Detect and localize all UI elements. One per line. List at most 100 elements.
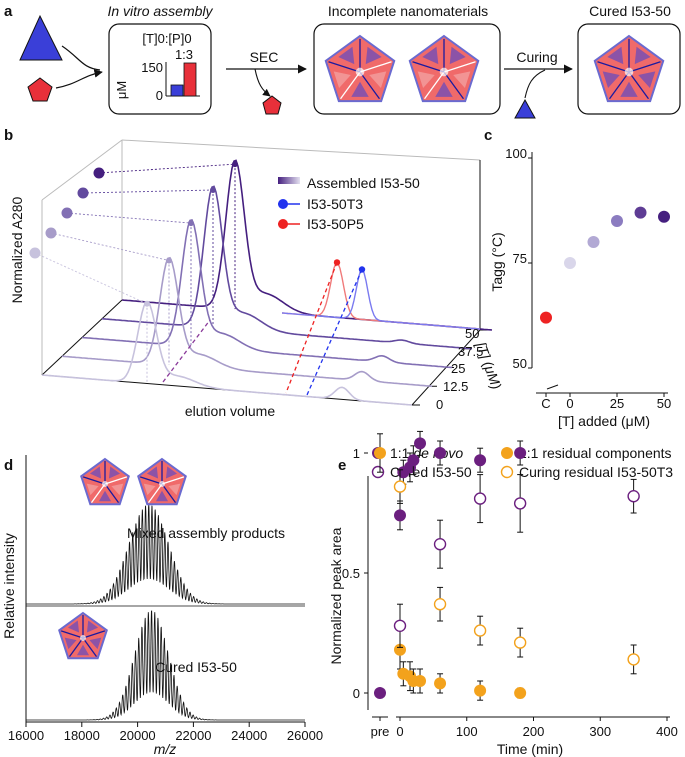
cage-center xyxy=(624,67,634,77)
e-point-3-4 xyxy=(627,653,640,666)
b-top-left xyxy=(41,139,123,201)
e-legend-marker-curing-residual xyxy=(500,465,514,479)
d-xticks: 16000 18000 20000 22000 24000 26000 xyxy=(8,722,323,743)
added-trimer-icon xyxy=(514,98,536,119)
cage-trimer xyxy=(453,71,471,88)
d-xtick-24000: 24000 xyxy=(231,728,267,743)
e-point-2-2 xyxy=(473,492,487,505)
pentamer-icon xyxy=(27,77,53,102)
uM-tick-150: 150 xyxy=(141,60,163,75)
e-point-0-0 xyxy=(374,687,386,699)
c-ytick-50: 50 xyxy=(513,356,527,371)
c-xtick-C: C xyxy=(541,396,550,411)
cage-spoke xyxy=(609,71,630,100)
panel-b-ylabel: Normalized A280 xyxy=(9,196,25,303)
step3-title: Cured I53-50 xyxy=(589,3,671,19)
c-xtick-50: 50 xyxy=(657,396,671,411)
chromatogram-1 xyxy=(61,256,433,388)
cage-trimer xyxy=(89,637,102,650)
e-point-2-4 xyxy=(627,490,640,503)
panel-letter-d: d xyxy=(4,457,13,474)
cage-trimer xyxy=(638,71,656,88)
z-tick-0: 0 xyxy=(436,397,443,412)
panel-c: c 100 75 50 C 0 25 50 [T] added (μM) Tag… xyxy=(484,127,671,429)
bar-trimer xyxy=(170,84,184,97)
d-xtick-26000: 26000 xyxy=(287,728,323,743)
cage-spoke xyxy=(139,476,163,485)
e-point-1-0 xyxy=(374,447,386,459)
cage-center xyxy=(355,67,365,77)
cage-trimer xyxy=(620,81,638,97)
e-point-0-4 xyxy=(407,454,420,467)
cured-box xyxy=(577,23,681,115)
cage-trimer xyxy=(64,637,77,650)
c-point-2 xyxy=(587,236,600,248)
panel-b-3d-frame xyxy=(29,139,493,406)
e-legend-curing-residual: Curing residual I53-50T3 xyxy=(519,464,673,480)
cage-spoke xyxy=(359,71,380,100)
trimer-icon xyxy=(19,14,63,61)
cage-trimer xyxy=(76,644,90,656)
legend-trimer-marker xyxy=(278,199,288,209)
legend-pentamer-marker xyxy=(278,219,288,229)
c-ylabel: Tagg (°C) xyxy=(489,232,505,291)
spectrum-cured xyxy=(26,610,305,721)
cage-spoke xyxy=(412,61,445,73)
c-point-1 xyxy=(564,257,576,269)
c-point-3 xyxy=(611,215,623,227)
cage-center xyxy=(102,481,108,487)
d-xtick-16000: 16000 xyxy=(8,728,44,743)
e-legend-marker-residual xyxy=(501,447,513,459)
e-ticks: 0 0.5 1 pre 0 100 200 300 400 xyxy=(342,446,678,739)
assembled-guide xyxy=(162,319,211,383)
wall-link-4 xyxy=(98,163,236,174)
e-point-0-7 xyxy=(474,454,487,467)
ratio-label: [T]0:[P]0 xyxy=(142,31,191,46)
e-point-2-3 xyxy=(513,497,527,510)
removed-pentamer-icon xyxy=(262,95,282,115)
e-point-0-8 xyxy=(514,447,527,459)
panel-e: e 0 0.5 1 pre 0 100 200 300 400 Time (min) Norma… xyxy=(328,430,678,757)
cage-spoke xyxy=(443,61,476,73)
step1-title: In vitro assembly xyxy=(107,3,213,19)
c-point-5 xyxy=(658,210,670,223)
cage-spoke xyxy=(82,476,106,485)
cage-spoke xyxy=(443,71,464,100)
e-point-1-6 xyxy=(434,677,447,690)
chromatogram-2 xyxy=(81,218,453,369)
e-point-0-5 xyxy=(414,437,427,450)
cage-trimer xyxy=(168,483,181,496)
e-xtick-2: 100 xyxy=(456,724,478,739)
e-points xyxy=(374,430,640,701)
assembly-box xyxy=(108,23,212,115)
cage-center xyxy=(439,67,449,77)
e-point-3-2 xyxy=(473,624,487,637)
cage-spoke xyxy=(104,483,120,503)
cage-center xyxy=(159,481,165,487)
e-ytick-2: 1 xyxy=(353,446,360,461)
legend-pentamer-label: I53-50P5 xyxy=(307,216,364,232)
panel-d: d 16000 18000 20000 22000 24000 26000 m/z Rel… xyxy=(1,455,323,757)
d-xtick-22000: 22000 xyxy=(175,728,211,743)
cage-spoke xyxy=(359,61,392,73)
incomplete-cage-1 xyxy=(324,34,396,103)
cage-trimer xyxy=(143,483,156,496)
legend-assembled-swatch xyxy=(278,177,300,184)
cage-spoke xyxy=(82,637,98,657)
d-ylabel: Relative intensity xyxy=(1,533,17,639)
c-xlabel: [T] added (μM) xyxy=(558,413,650,429)
cage-trimer xyxy=(607,46,624,65)
e-point-3-3 xyxy=(513,636,527,649)
trimer-guide xyxy=(306,269,363,396)
panel-letter-b: b xyxy=(4,127,13,144)
e-point-3-0 xyxy=(393,480,407,493)
e-point-1-8 xyxy=(514,687,527,699)
panel-b-zlabel: [T] (μM) xyxy=(473,339,505,391)
cage-spoke xyxy=(147,483,163,503)
e-xtick-5: 400 xyxy=(656,724,678,739)
cage-trimer xyxy=(86,620,99,633)
panel-b-xlabel: elution volume xyxy=(185,403,275,419)
cage-center xyxy=(80,635,86,641)
pentamer-trace xyxy=(281,262,481,330)
